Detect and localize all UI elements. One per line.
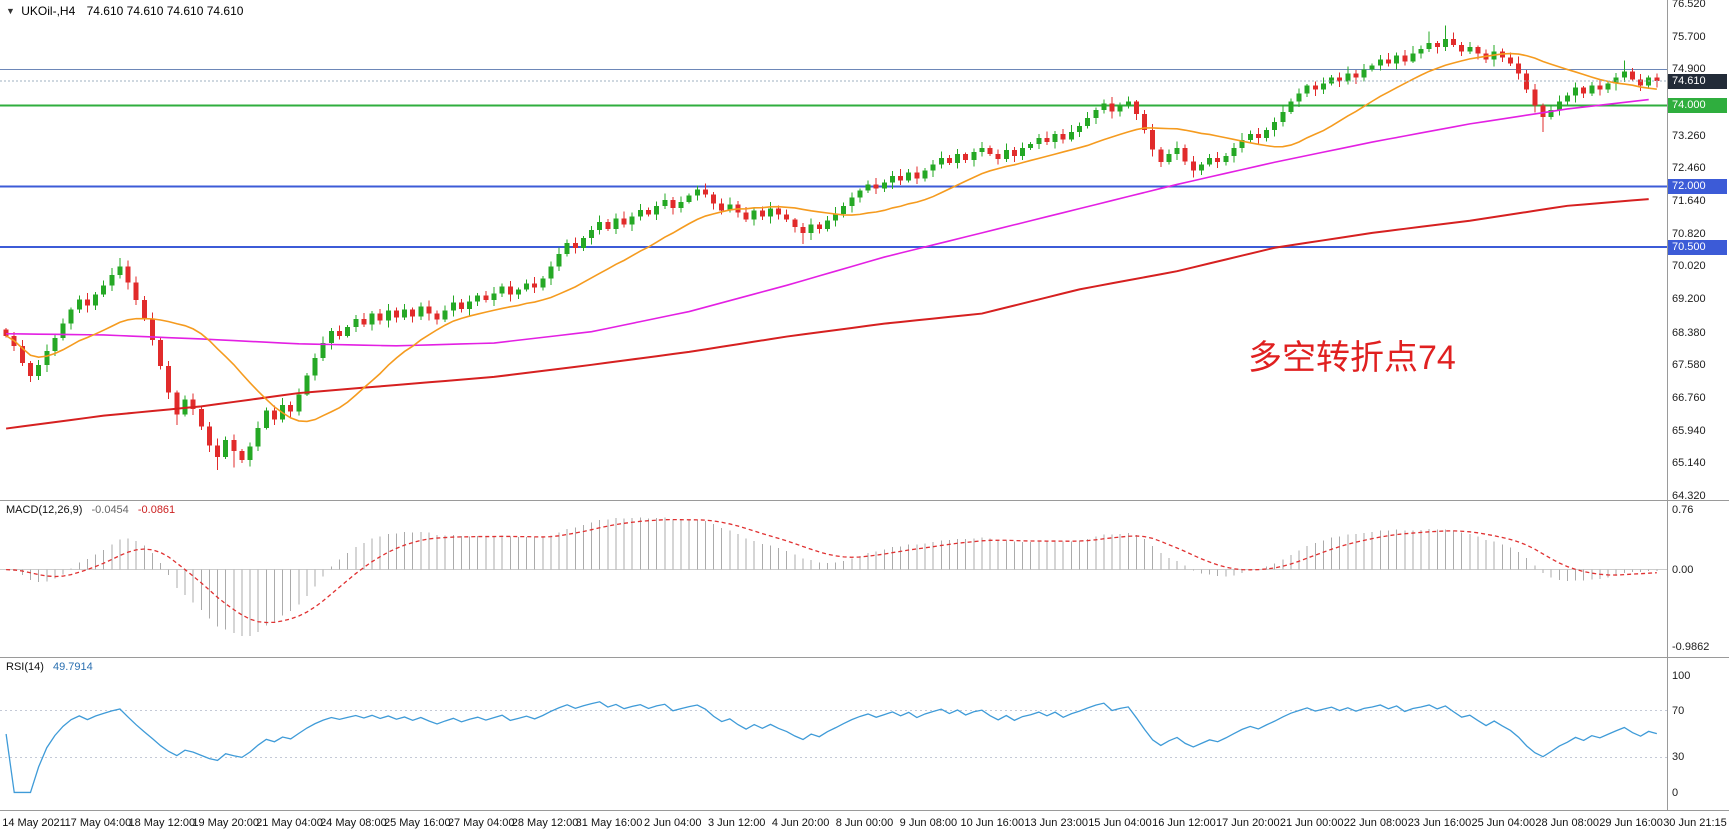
ohlc-readout: 74.610 74.610 74.610 74.610 <box>86 4 244 18</box>
price-axis-border <box>1667 0 1668 811</box>
rsi-pane-canvas[interactable] <box>0 658 1667 810</box>
price-axis-label: 66.760 <box>1672 391 1706 404</box>
time-axis-label: 30 Jun 21:15 <box>1663 817 1727 829</box>
time-axis-label: 31 May 16:00 <box>575 817 643 829</box>
time-axis-label: 14 May 2021 <box>2 817 66 829</box>
time-axis-border <box>0 810 1729 811</box>
price-axis-label: 70.820 <box>1672 228 1706 241</box>
rsi-axis-label: 0 <box>1672 786 1679 799</box>
time-axis-label: 28 Jun 08:00 <box>1535 817 1599 829</box>
price-level-badge: 74.000 <box>1668 98 1727 114</box>
time-axis-label: 25 Jun 04:00 <box>1471 817 1536 829</box>
time-axis-label: 8 Jun 00:00 <box>835 817 894 829</box>
rsi-axis-label: 70 <box>1672 704 1685 717</box>
time-axis-label: 2 Jun 04:00 <box>644 817 702 829</box>
price-level-badge: 70.500 <box>1668 239 1727 255</box>
time-axis-label: 29 Jun 16:00 <box>1599 817 1663 829</box>
symbol-timeframe-label: UKOil-,H4 <box>21 4 76 18</box>
rsi-axis-label: 30 <box>1672 751 1685 764</box>
price-axis-label: 73.260 <box>1672 129 1706 142</box>
chart-shift-marker-icon: ▼ <box>6 6 15 16</box>
time-axis-label: 22 Jun 08:00 <box>1343 817 1408 829</box>
time-axis-label: 21 Jun 00:00 <box>1279 817 1344 829</box>
pane-separator-macd[interactable] <box>0 500 1729 501</box>
time-axis-label: 13 Jun 23:00 <box>1024 817 1088 829</box>
price-axis-label: 65.140 <box>1672 457 1706 470</box>
price-axis-label: 71.640 <box>1672 195 1706 207</box>
price-axis-label: 75.700 <box>1672 31 1706 44</box>
main-price-chart-canvas[interactable] <box>0 0 1667 500</box>
price-axis-label: 76.520 <box>1672 0 1706 10</box>
time-axis-label: 16 Jun 12:00 <box>1152 817 1216 829</box>
time-axis-label: 3 Jun 12:00 <box>707 817 766 829</box>
chart-text-annotation: 多空转折点74 <box>1248 339 1456 377</box>
time-axis-label: 10 Jun 16:00 <box>960 817 1025 829</box>
time-axis-label: 23 Jun 16:00 <box>1407 817 1472 829</box>
macd-axis-label: 0.76 <box>1672 504 1694 517</box>
price-level-badge: 74.610 <box>1668 73 1727 89</box>
price-level-badge: 72.000 <box>1668 178 1727 194</box>
time-axis[interactable]: 14 May 2021 17 May 04:00 18 May 12:00 19 Ma… <box>0 811 1729 839</box>
price-axis[interactable]: 76.520 75.700 74.900 73.260 72.460 71.640 70.8… <box>1668 0 1729 811</box>
price-axis-label: 72.460 <box>1672 161 1706 174</box>
macd-name: MACD(12,26,9) <box>6 504 83 516</box>
time-axis-label: 24 May 08:00 <box>320 817 387 829</box>
time-axis-label: 25 May 16:00 <box>383 817 451 829</box>
price-axis-label: 64.320 <box>1672 490 1706 503</box>
macd-main-value: -0.0454 <box>91 504 129 516</box>
rsi-name: RSI(14) <box>6 661 44 673</box>
price-axis-label: 70.020 <box>1672 260 1706 273</box>
time-axis-label: 28 May 12:00 <box>511 817 579 829</box>
pane-separator-rsi[interactable] <box>0 657 1729 658</box>
time-axis-label: 4 Jun 20:00 <box>771 817 830 829</box>
time-axis-label: 21 May 04:00 <box>256 817 323 829</box>
time-axis-label: 27 May 04:00 <box>447 817 515 829</box>
price-axis-label: 65.940 <box>1672 425 1706 437</box>
macd-signal-value: -0.0861 <box>137 504 176 516</box>
time-axis-label: 17 May 04:00 <box>64 817 132 829</box>
time-axis-label: 9 Jun 08:00 <box>899 817 958 829</box>
macd-pane-canvas[interactable] <box>0 501 1667 657</box>
rsi-value: 49.7914 <box>52 661 93 673</box>
time-axis-label: 18 May 12:00 <box>128 817 196 829</box>
macd-axis-label: -0.9862 <box>1672 640 1710 653</box>
macd-indicator-label: MACD(12,26,9) -0.0454 -0.0861 <box>6 504 175 516</box>
price-axis-label: 67.580 <box>1672 358 1706 371</box>
time-axis-label: 15 Jun 04:00 <box>1088 817 1152 829</box>
chart-title: ▼ UKOil-,H4 74.610 74.610 74.610 74.610 <box>6 4 243 18</box>
time-axis-label: 17 Jun 20:00 <box>1215 817 1280 829</box>
price-axis-label: 68.380 <box>1672 326 1706 339</box>
price-axis-label: 69.200 <box>1672 293 1706 306</box>
macd-axis-label: 0.00 <box>1672 563 1694 576</box>
rsi-axis-label: 100 <box>1672 669 1691 682</box>
time-axis-label: 19 May 20:00 <box>192 817 260 829</box>
price-axis-label: 74.900 <box>1672 63 1706 76</box>
rsi-indicator-label: RSI(14) 49.7914 <box>6 661 93 673</box>
